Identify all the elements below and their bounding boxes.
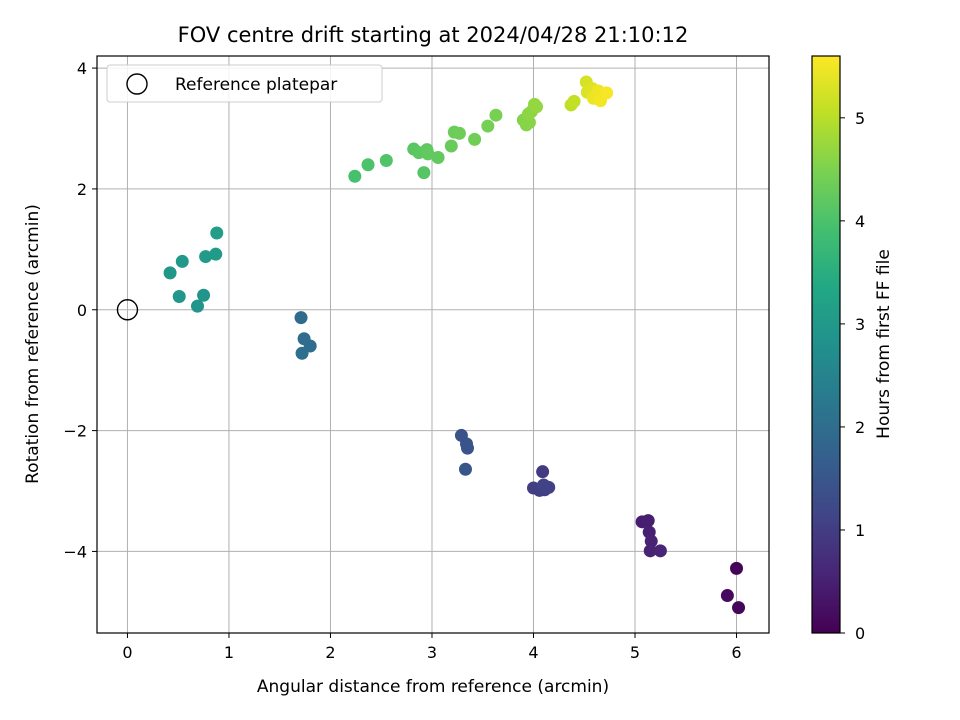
data-point [421, 147, 435, 161]
data-point [361, 158, 375, 172]
y-axis-label: Rotation from reference (arcmin) [23, 204, 43, 484]
data-point [653, 544, 667, 558]
reference-platepar-marker [116, 299, 139, 321]
data-point [210, 226, 224, 240]
data-point [431, 151, 445, 165]
data-point [452, 126, 466, 140]
plot-frame [96, 55, 770, 634]
data-point [732, 601, 746, 615]
colorbar-ticks: 0 1 2 3 4 5 [840, 109, 865, 643]
x-tick-label: 5 [630, 643, 640, 662]
colorbar-label: Hours from first FF file [874, 249, 894, 439]
data-point [600, 86, 614, 100]
x-tick-label: 3 [427, 643, 437, 662]
data-point [163, 266, 177, 280]
y-tick-label: 4 [77, 59, 87, 78]
axis-ticks: 0 1 2 3 4 5 6 −4 −2 0 2 4 [63, 59, 741, 662]
data-point [720, 589, 734, 603]
data-point [175, 254, 189, 268]
colorbar-gradient [812, 56, 840, 633]
data-point [461, 441, 475, 455]
data-point [348, 169, 362, 183]
colorbar-tick-label: 5 [855, 109, 865, 128]
data-point [295, 346, 309, 360]
legend: Reference platepar [106, 64, 383, 103]
data-point [644, 534, 658, 548]
data-point [643, 544, 657, 558]
data-point [489, 108, 503, 122]
legend-box [106, 64, 383, 103]
data-point [190, 299, 204, 313]
data-points [163, 75, 746, 615]
y-tick-label: 0 [77, 301, 87, 320]
x-tick-label: 1 [224, 643, 234, 662]
data-point [641, 514, 655, 528]
legend-entry-reference: Reference platepar [175, 75, 337, 95]
x-tick-label: 6 [731, 643, 741, 662]
data-point [468, 132, 482, 146]
data-point [209, 247, 223, 261]
data-point [197, 288, 211, 302]
data-point [294, 311, 308, 325]
data-point [481, 119, 495, 133]
data-point [567, 94, 581, 108]
data-point [417, 166, 431, 180]
data-point [537, 478, 551, 492]
chart-title: FOV centre drift starting at 2024/04/28 … [178, 23, 689, 47]
data-point [536, 465, 550, 479]
y-tick-label: −2 [63, 422, 87, 441]
colorbar-tick-label: 3 [855, 315, 865, 334]
x-tick-label: 4 [528, 643, 538, 662]
colorbar: 0 1 2 3 4 5 Hours from first FF file [811, 55, 894, 643]
data-point [530, 100, 544, 114]
data-point [379, 154, 393, 168]
x-axis-label: Angular distance from reference (arcmin) [257, 677, 609, 697]
colorbar-frame [811, 55, 841, 634]
data-point [172, 289, 186, 303]
x-tick-label: 0 [122, 643, 132, 662]
legend-reference-marker [126, 73, 148, 95]
data-point [199, 250, 213, 264]
data-point [458, 462, 472, 476]
data-point [444, 139, 458, 153]
colorbar-tick-label: 4 [855, 212, 865, 231]
y-tick-label: 2 [77, 180, 87, 199]
x-tick-label: 2 [325, 643, 335, 662]
reference-marker-group [116, 299, 139, 321]
grid-lines [97, 56, 769, 633]
data-point [730, 561, 744, 575]
colorbar-tick-label: 2 [855, 418, 865, 437]
colorbar-tick-label: 0 [855, 624, 865, 643]
y-tick-label: −4 [63, 542, 87, 561]
colorbar-tick-label: 1 [855, 521, 865, 540]
